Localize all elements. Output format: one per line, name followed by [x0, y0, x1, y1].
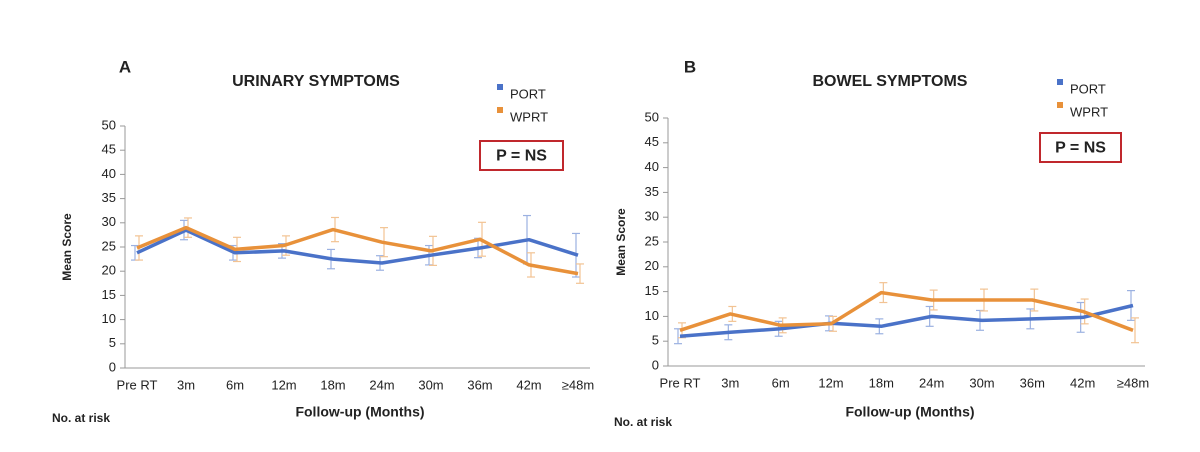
chart-panel: A URINARY SYMPTOMS P = NS No. at risk Follow… — [52, 57, 594, 425]
y-tick-label: 30 — [645, 209, 659, 224]
x-tick-label: ≥48m — [562, 377, 594, 392]
legend-label: WPRT — [510, 109, 548, 124]
y-tick-label: 40 — [645, 159, 659, 174]
y-tick-label: 40 — [102, 166, 116, 181]
x-tick-label: 42m — [516, 377, 541, 392]
error-bar — [1131, 317, 1139, 344]
annotation: P = NS — [1055, 140, 1106, 157]
footnote: No. at risk — [614, 415, 672, 429]
annotation-box — [1039, 132, 1122, 163]
x-tick-label: 36m — [467, 377, 492, 392]
panel-label: A — [119, 57, 131, 76]
x-tick-label: Pre RT — [117, 377, 158, 392]
chart-panel: B BOWEL SYMPTOMS P = NS No. at risk Follow-u… — [614, 57, 1149, 429]
x-axis-title: Follow-up (Months) — [845, 404, 974, 420]
x-tick-label: 30m — [969, 375, 994, 390]
y-tick-label: 5 — [652, 333, 659, 348]
x-tick-label: 24m — [919, 375, 944, 390]
series-line — [136, 228, 579, 265]
x-tick-label: 36m — [1020, 375, 1045, 390]
x-tick-label: 30m — [418, 377, 443, 392]
y-tick-label: 45 — [102, 142, 116, 157]
legend-label: WPRT — [1070, 104, 1108, 119]
x-tick-label: 18m — [869, 375, 894, 390]
x-tick-label: ≥48m — [1117, 375, 1149, 390]
x-tick-label: 18m — [320, 377, 345, 392]
x-tick-label: 6m — [226, 377, 244, 392]
x-axis-title: Follow-up (Months) — [295, 404, 424, 420]
series-line — [679, 290, 1134, 332]
chart-title: URINARY SYMPTOMS — [232, 73, 400, 90]
x-tick-label: 42m — [1070, 375, 1095, 390]
y-tick-label: 30 — [102, 214, 116, 229]
x-tick-label: 3m — [177, 377, 195, 392]
y-tick-label: 0 — [652, 357, 659, 372]
footnote: No. at risk — [52, 411, 110, 425]
y-tick-label: 5 — [109, 335, 116, 350]
y-tick-label: 50 — [645, 109, 659, 124]
error-bar — [576, 263, 584, 284]
x-tick-label: 6m — [772, 375, 790, 390]
x-tick-label: 12m — [818, 375, 843, 390]
y-axis-title: Mean Score — [614, 208, 628, 276]
x-tick-label: 24m — [369, 377, 394, 392]
annotation-box — [479, 140, 564, 171]
legend-swatch — [497, 107, 503, 113]
y-tick-label: 20 — [645, 258, 659, 273]
y-tick-label: 10 — [102, 311, 116, 326]
legend-label: PORT — [1070, 81, 1106, 96]
annotation: P = NS — [496, 148, 547, 165]
series-line — [679, 303, 1134, 338]
y-tick-label: 35 — [102, 190, 116, 205]
x-tick-label: 3m — [721, 375, 739, 390]
y-tick-label: 20 — [102, 263, 116, 278]
y-tick-label: 25 — [102, 238, 116, 253]
chart-title: BOWEL SYMPTOMS — [813, 73, 968, 90]
y-tick-label: 10 — [645, 308, 659, 323]
y-tick-label: 15 — [645, 283, 659, 298]
y-tick-label: 15 — [102, 287, 116, 302]
x-tick-label: 12m — [271, 377, 296, 392]
y-tick-label: 50 — [102, 117, 116, 132]
legend-swatch — [1057, 79, 1063, 85]
panel-label: B — [684, 57, 696, 76]
y-axis-title: Mean Score — [60, 213, 74, 281]
x-tick-label: Pre RT — [660, 375, 701, 390]
y-tick-label: 25 — [645, 233, 659, 248]
y-tick-label: 45 — [645, 134, 659, 149]
y-tick-label: 35 — [645, 184, 659, 199]
series-line — [136, 225, 579, 276]
legend-swatch — [1057, 102, 1063, 108]
legend-swatch — [497, 84, 503, 90]
legend-label: PORT — [510, 86, 546, 101]
y-tick-label: 0 — [109, 359, 116, 374]
